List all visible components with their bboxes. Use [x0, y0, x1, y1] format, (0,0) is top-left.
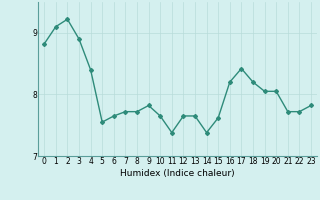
- X-axis label: Humidex (Indice chaleur): Humidex (Indice chaleur): [120, 169, 235, 178]
